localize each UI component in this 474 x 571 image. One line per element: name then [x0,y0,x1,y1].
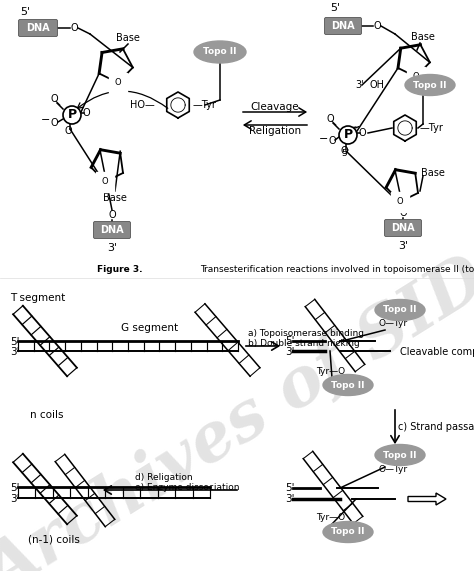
Text: −: − [319,134,328,144]
Text: T segment: T segment [10,293,65,303]
Text: Figure 3.: Figure 3. [97,266,143,275]
Text: Topo II: Topo II [383,451,417,460]
FancyBboxPatch shape [325,18,362,34]
Text: Cleavable complex: Cleavable complex [400,347,474,357]
Text: 3': 3' [285,347,294,357]
Text: 5': 5' [341,148,349,158]
Text: —Tyr: —Tyr [193,100,217,110]
Text: O: O [397,197,403,206]
Text: G segment: G segment [121,323,179,333]
Text: —Tyr: —Tyr [420,123,444,133]
FancyArrow shape [408,493,446,505]
Text: 5': 5' [330,3,340,13]
Text: O—Tyr: O—Tyr [379,320,408,328]
Text: O: O [328,136,336,146]
Text: O: O [340,146,348,156]
Text: Base: Base [103,193,127,203]
Text: O: O [373,21,381,31]
Text: O: O [399,208,407,218]
Text: P: P [67,108,77,122]
Ellipse shape [375,444,425,465]
Text: Base: Base [411,32,435,42]
Text: O: O [82,108,90,118]
Text: HO—: HO— [130,100,155,110]
Text: P: P [344,128,353,142]
Text: Cleavage: Cleavage [251,102,299,112]
Text: Base: Base [116,33,140,43]
Text: O: O [358,128,366,138]
Text: OH: OH [370,80,385,90]
Text: 3': 3' [285,494,294,504]
Text: O—Tyr: O—Tyr [379,464,408,473]
Text: 5': 5' [10,337,19,347]
Text: c) Strand passage: c) Strand passage [398,422,474,432]
Ellipse shape [194,41,246,63]
Text: Topo II: Topo II [331,528,365,537]
Text: 3': 3' [398,241,408,251]
Text: (n-1) coils: (n-1) coils [28,535,80,545]
Text: 3': 3' [107,243,117,253]
Text: DNA: DNA [26,23,50,33]
FancyBboxPatch shape [93,222,130,239]
Text: O: O [115,78,121,87]
Ellipse shape [323,375,373,396]
Ellipse shape [323,521,373,542]
Text: Religation: Religation [249,126,301,136]
Text: O: O [326,114,334,124]
Text: DNA: DNA [331,21,355,31]
Text: O: O [50,118,58,128]
Text: 5': 5' [285,336,294,346]
Ellipse shape [405,74,455,95]
FancyBboxPatch shape [384,219,421,236]
Ellipse shape [63,106,81,124]
Text: a) Topoisomerase binding: a) Topoisomerase binding [248,329,364,339]
Text: −: − [41,115,51,125]
Text: Topo II: Topo II [413,81,447,90]
Ellipse shape [339,126,357,144]
Text: Topo II: Topo II [383,305,417,315]
Text: O: O [102,177,109,186]
Text: Tyr—O: Tyr—O [316,513,345,522]
Text: 5': 5' [20,7,30,17]
Text: Base: Base [421,168,445,178]
Text: d) Religation: d) Religation [135,473,192,482]
Text: DNA: DNA [391,223,415,233]
Text: Archives of SID: Archives of SID [0,250,474,571]
Text: Transesterification reactions involved in topoisomerase II (topo II) activity: Transesterification reactions involved i… [200,266,474,275]
Text: DNA: DNA [100,225,124,235]
Text: O: O [64,126,72,136]
Text: Topo II: Topo II [203,47,237,57]
Text: 5': 5' [10,483,19,493]
Ellipse shape [375,300,425,320]
Text: O: O [413,73,419,81]
Text: Tyr—O: Tyr—O [316,368,345,376]
Text: e) Enzyme dissociation: e) Enzyme dissociation [135,484,239,493]
Text: O: O [108,210,116,220]
Text: b) Double strand nicking: b) Double strand nicking [248,339,360,348]
Text: O: O [70,23,78,33]
Text: 3': 3' [356,80,365,90]
Text: 5': 5' [285,483,294,493]
Text: O: O [50,94,58,104]
Text: Topo II: Topo II [331,380,365,389]
Text: n coils: n coils [30,410,64,420]
Text: 3': 3' [10,494,19,504]
FancyBboxPatch shape [18,19,57,37]
Text: 3': 3' [10,347,19,357]
